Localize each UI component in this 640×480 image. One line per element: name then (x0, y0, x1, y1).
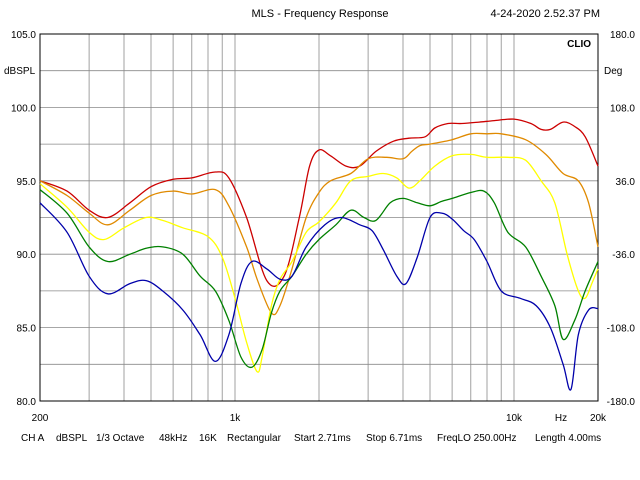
footer-setting: Length 4.00ms (535, 433, 601, 444)
series-line (39, 153, 599, 373)
footer-setting: 16K (199, 433, 217, 444)
footer-setting: Rectangular (227, 433, 282, 444)
series-line (39, 118, 599, 287)
plot-border (39, 33, 599, 402)
y2-tick-label: 108.0 (610, 103, 635, 114)
y2-axis-label: Deg (604, 66, 622, 77)
x-tick-label: 20k (590, 413, 607, 424)
y-tick-label: 85.0 (17, 324, 37, 335)
chart-title: MLS - Frequency Response (252, 8, 389, 20)
series-line (39, 189, 599, 369)
brand-logo: CLIO (567, 39, 591, 50)
x-tick-label: 200 (32, 413, 49, 424)
response-curves (39, 118, 599, 391)
footer-setting: FreqLO 250.00Hz (437, 433, 517, 444)
series-line (39, 202, 599, 391)
x-axis-label: Hz (555, 413, 567, 424)
footer-setting: dBSPL (56, 433, 88, 444)
y2-tick-label: -36.0 (612, 250, 635, 261)
footer-setting: Start 2.71ms (294, 433, 351, 444)
y-axis-label: dBSPL (4, 66, 36, 77)
y2-tick-label: 180.0 (610, 30, 635, 41)
series-line (39, 132, 599, 316)
y2-tick-label: -180.0 (607, 397, 636, 408)
grid (40, 34, 598, 401)
y-tick-label: 90.0 (17, 250, 37, 261)
footer-setting: 48kHz (159, 433, 187, 444)
y-tick-label: 105.0 (11, 30, 36, 41)
y-tick-label: 80.0 (17, 397, 37, 408)
x-tick-label: 1k (230, 413, 242, 424)
footer-setting: 1/3 Octave (96, 433, 145, 444)
footer-setting: CH A (21, 433, 45, 444)
x-tick-labels: 200 1k 10k 20k (32, 413, 607, 424)
x-tick-label: 10k (506, 413, 523, 424)
y2-tick-label: -108.0 (607, 324, 636, 335)
y2-tick-label: 36.0 (616, 177, 636, 188)
measurement-settings: CH A dBSPL 1/3 Octave 48kHz 16K Rectangular St… (21, 433, 601, 444)
y-tick-labels: 105.0 100.0 95.0 90.0 85.0 80.0 (11, 30, 36, 408)
footer-setting: Stop 6.71ms (366, 433, 422, 444)
y2-tick-labels: 180.0 108.0 36.0 -36.0 -108.0 -180.0 (607, 30, 636, 408)
timestamp: 4-24-2020 2.52.37 PM (491, 8, 600, 20)
y-tick-label: 100.0 (11, 103, 36, 114)
y-tick-label: 95.0 (17, 177, 37, 188)
